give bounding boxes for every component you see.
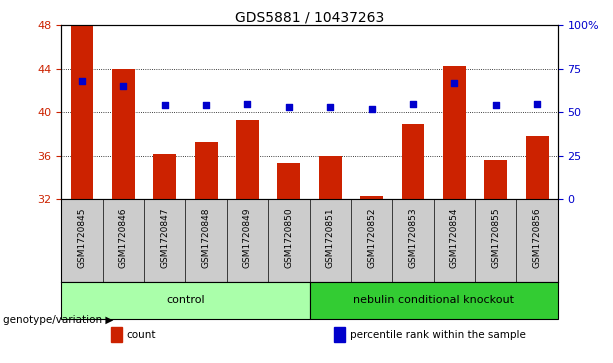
Bar (112, 69, 135, 199)
Point (532, 101, 542, 106)
Title: GDS5881 / 10437263: GDS5881 / 10437263 (235, 10, 384, 24)
Point (284, 104, 294, 110)
Point (118, 83, 128, 89)
Point (491, 102, 501, 108)
Point (201, 102, 211, 108)
Point (77, 78, 87, 84)
Text: GSM1720854: GSM1720854 (450, 207, 459, 268)
Text: GSM1720846: GSM1720846 (119, 207, 128, 268)
Text: GSM1720853: GSM1720853 (408, 207, 417, 268)
Text: GSM1720856: GSM1720856 (533, 207, 542, 268)
Text: GSM1720851: GSM1720851 (326, 207, 335, 268)
FancyBboxPatch shape (61, 282, 310, 319)
Bar (70, 26, 93, 199)
Point (367, 106, 376, 112)
Text: GSM1720850: GSM1720850 (284, 207, 294, 268)
FancyBboxPatch shape (310, 282, 558, 319)
Bar (484, 160, 507, 199)
Bar (278, 163, 300, 199)
Point (408, 101, 418, 106)
Bar (111, 327, 122, 342)
Text: percentile rank within the sample: percentile rank within the sample (350, 330, 526, 340)
Bar (236, 120, 259, 199)
Bar (195, 142, 218, 199)
Text: GSM1720849: GSM1720849 (243, 207, 252, 268)
Point (326, 104, 335, 110)
Text: GSM1720852: GSM1720852 (367, 207, 376, 268)
Point (449, 80, 459, 86)
Text: control: control (166, 295, 205, 305)
Bar (153, 154, 176, 199)
Text: GSM1720855: GSM1720855 (491, 207, 500, 268)
Bar (335, 327, 345, 342)
Bar (526, 136, 549, 199)
Point (243, 101, 253, 106)
Text: count: count (127, 330, 156, 340)
Bar (402, 124, 424, 199)
Point (160, 102, 170, 108)
Text: GSM1720848: GSM1720848 (202, 207, 211, 268)
Text: GSM1720847: GSM1720847 (160, 207, 169, 268)
Bar (443, 66, 466, 199)
Text: GSM1720845: GSM1720845 (77, 207, 86, 268)
Text: genotype/variation ▶: genotype/variation ▶ (3, 315, 113, 325)
Bar (360, 196, 383, 199)
Bar (319, 156, 341, 199)
Text: nebulin conditional knockout: nebulin conditional knockout (353, 295, 514, 305)
